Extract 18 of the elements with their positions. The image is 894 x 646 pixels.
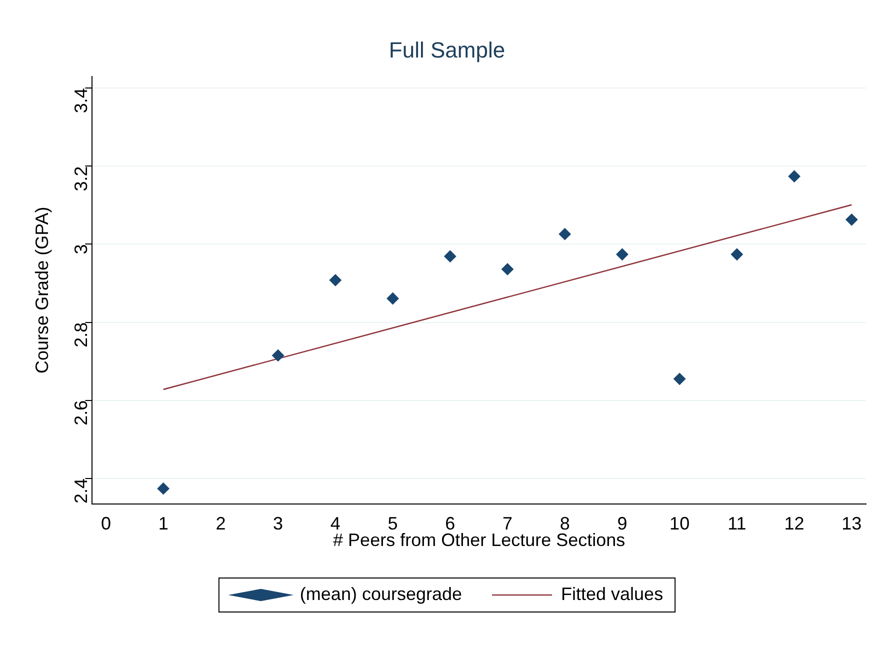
x-tick-label: 1	[158, 514, 168, 534]
y-tick-label: 3	[71, 244, 92, 254]
x-tick-label: 3	[273, 514, 284, 534]
y-tick-label: 2.6	[71, 400, 92, 426]
y-tick-label: 3.2	[71, 166, 92, 192]
y-axis-title: Course Grade (GPA)	[32, 206, 52, 374]
x-tick-label: 0	[100, 514, 111, 534]
legend-label: (mean) coursegrade	[300, 584, 462, 604]
x-tick-label: 12	[784, 514, 804, 534]
x-tick-label: 11	[728, 514, 746, 534]
y-tick-label: 3.4	[71, 88, 92, 114]
chart-title: Full Sample	[388, 37, 506, 62]
x-tick-label: 10	[670, 514, 690, 534]
legend-label: Fitted values	[561, 584, 664, 604]
x-tick-label: 13	[842, 514, 862, 534]
y-tick-label: 2.8	[71, 322, 92, 348]
x-tick-label: 2	[216, 514, 226, 534]
y-tick-label: 2.4	[71, 478, 92, 504]
